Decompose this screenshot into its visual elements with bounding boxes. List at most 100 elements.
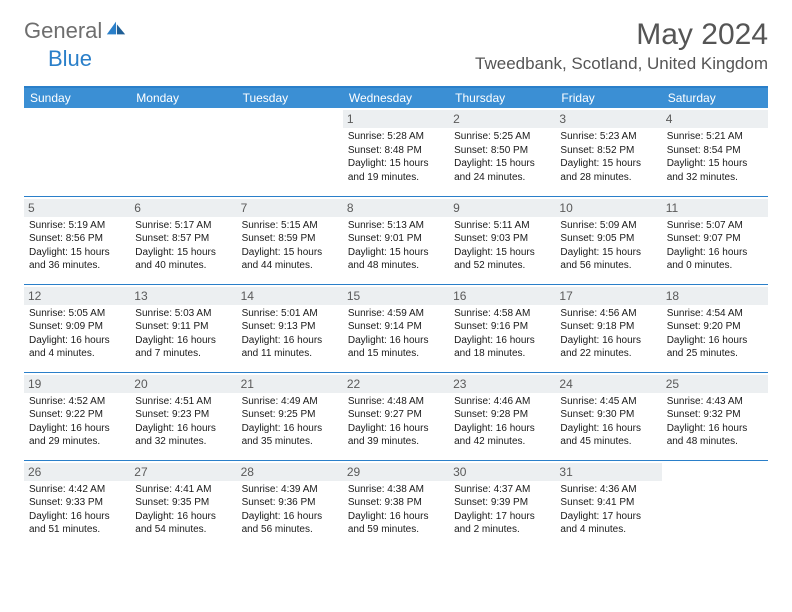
day-number: 7: [237, 199, 343, 217]
calendar-cell: 24 Sunrise: 4:45 AMSunset: 9:30 PMDayligh…: [555, 372, 661, 460]
calendar-cell: 14Sunrise: 5:01 AMSunset: 9:13 PMDayligh…: [237, 284, 343, 372]
calendar-body: 1Sunrise: 5:28 AMSunset: 8:48 PMDaylight…: [24, 108, 768, 548]
day-number: 12: [24, 287, 130, 305]
day-number: 19: [24, 375, 130, 393]
day-number: 26: [24, 463, 130, 481]
logo-text-2: Blue: [48, 46, 92, 71]
day-details: Sunrise: 4:52 AMSunset: 9:22 PMDaylight:…: [29, 395, 125, 449]
day-number: 11: [662, 199, 768, 217]
day-number: 24: [555, 375, 661, 393]
calendar-cell: [662, 460, 768, 548]
day-number: 14: [237, 287, 343, 305]
weekday-header: Monday: [130, 87, 236, 108]
logo-text-1: General: [24, 18, 102, 44]
calendar-cell: 27 Sunrise: 4:41 AMSunset: 9:35 PMDayligh…: [130, 460, 236, 548]
calendar-cell: 1Sunrise: 5:28 AMSunset: 8:48 PMDaylight…: [343, 108, 449, 196]
logo: General: [24, 18, 129, 44]
calendar-cell: 7 Sunrise: 5:15 AMSunset: 8:59 PMDaylight…: [237, 196, 343, 284]
day-details: Sunrise: 4:48 AMSunset: 9:27 PMDaylight:…: [348, 395, 444, 449]
weekday-header: Thursday: [449, 87, 555, 108]
calendar-row: 12 Sunrise: 5:05 AMSunset: 9:09 PMDayligh…: [24, 284, 768, 372]
day-number: 29: [343, 463, 449, 481]
day-details: Sunrise: 5:17 AMSunset: 8:57 PMDaylight:…: [135, 219, 231, 273]
calendar-cell: 21 Sunrise: 4:49 AMSunset: 9:25 PMDayligh…: [237, 372, 343, 460]
day-number: 10: [555, 199, 661, 217]
day-number: 30: [449, 463, 555, 481]
day-number: 31: [555, 463, 661, 481]
calendar-cell: 28 Sunrise: 4:39 AMSunset: 9:36 PMDayligh…: [237, 460, 343, 548]
day-number: 25: [662, 375, 768, 393]
calendar-cell: [24, 108, 130, 196]
day-details: Sunrise: 4:56 AMSunset: 9:18 PMDaylight:…: [560, 307, 656, 361]
day-details: Sunrise: 5:09 AMSunset: 9:05 PMDaylight:…: [560, 219, 656, 273]
day-details: Sunrise: 4:46 AMSunset: 9:28 PMDaylight:…: [454, 395, 550, 449]
calendar-cell: 4Sunrise: 5:21 AMSunset: 8:54 PMDaylight…: [662, 108, 768, 196]
calendar-cell: 3Sunrise: 5:23 AMSunset: 8:52 PMDaylight…: [555, 108, 661, 196]
calendar-cell: 17 Sunrise: 4:56 AMSunset: 9:18 PMDayligh…: [555, 284, 661, 372]
weekday-header: Saturday: [662, 87, 768, 108]
day-details: Sunrise: 5:21 AMSunset: 8:54 PMDaylight:…: [667, 130, 763, 184]
day-number: 17: [555, 287, 661, 305]
day-details: Sunrise: 4:36 AMSunset: 9:41 PMDaylight:…: [560, 483, 656, 537]
day-details: Sunrise: 4:59 AMSunset: 9:14 PMDaylight:…: [348, 307, 444, 361]
weekday-header: Friday: [555, 87, 661, 108]
day-number: 22: [343, 375, 449, 393]
day-number: 6: [130, 199, 236, 217]
calendar-cell: 5 Sunrise: 5:19 AMSunset: 8:56 PMDaylight…: [24, 196, 130, 284]
day-number: 9: [449, 199, 555, 217]
calendar-cell: 16 Sunrise: 4:58 AMSunset: 9:16 PMDayligh…: [449, 284, 555, 372]
calendar-cell: 31 Sunrise: 4:36 AMSunset: 9:41 PMDayligh…: [555, 460, 661, 548]
day-details: Sunrise: 4:41 AMSunset: 9:35 PMDaylight:…: [135, 483, 231, 537]
calendar-cell: 13Sunrise: 5:03 AMSunset: 9:11 PMDayligh…: [130, 284, 236, 372]
day-details: Sunrise: 4:38 AMSunset: 9:38 PMDaylight:…: [348, 483, 444, 537]
calendar-cell: 23Sunrise: 4:46 AMSunset: 9:28 PMDayligh…: [449, 372, 555, 460]
calendar-cell: 22 Sunrise: 4:48 AMSunset: 9:27 PMDayligh…: [343, 372, 449, 460]
weekday-header: Tuesday: [237, 87, 343, 108]
calendar-cell: 30 Sunrise: 4:37 AMSunset: 9:39 PMDayligh…: [449, 460, 555, 548]
day-details: Sunrise: 5:23 AMSunset: 8:52 PMDaylight:…: [560, 130, 656, 184]
calendar-cell: 29 Sunrise: 4:38 AMSunset: 9:38 PMDayligh…: [343, 460, 449, 548]
day-number: 5: [24, 199, 130, 217]
calendar-cell: [237, 108, 343, 196]
day-number: 21: [237, 375, 343, 393]
calendar-row: 19 Sunrise: 4:52 AMSunset: 9:22 PMDayligh…: [24, 372, 768, 460]
calendar-row: 1Sunrise: 5:28 AMSunset: 8:48 PMDaylight…: [24, 108, 768, 196]
month-title: May 2024: [475, 18, 768, 52]
day-details: Sunrise: 5:19 AMSunset: 8:56 PMDaylight:…: [29, 219, 125, 273]
title-block: May 2024 Tweedbank, Scotland, United Kin…: [475, 18, 768, 74]
day-number: 27: [130, 463, 236, 481]
day-details: Sunrise: 4:43 AMSunset: 9:32 PMDaylight:…: [667, 395, 763, 449]
calendar-cell: 9 Sunrise: 5:11 AMSunset: 9:03 PMDaylight…: [449, 196, 555, 284]
day-number: 18: [662, 287, 768, 305]
calendar-table: Sunday Monday Tuesday Wednesday Thursday…: [24, 86, 768, 548]
day-number: 20: [130, 375, 236, 393]
location: Tweedbank, Scotland, United Kingdom: [475, 54, 768, 74]
weekday-header: Sunday: [24, 87, 130, 108]
day-details: Sunrise: 4:49 AMSunset: 9:25 PMDaylight:…: [242, 395, 338, 449]
sail-icon: [105, 19, 127, 37]
day-details: Sunrise: 5:05 AMSunset: 9:09 PMDaylight:…: [29, 307, 125, 361]
day-details: Sunrise: 4:54 AMSunset: 9:20 PMDaylight:…: [667, 307, 763, 361]
day-details: Sunrise: 4:39 AMSunset: 9:36 PMDaylight:…: [242, 483, 338, 537]
calendar-cell: 8 Sunrise: 5:13 AMSunset: 9:01 PMDaylight…: [343, 196, 449, 284]
day-details: Sunrise: 5:25 AMSunset: 8:50 PMDaylight:…: [454, 130, 550, 184]
calendar-cell: 25 Sunrise: 4:43 AMSunset: 9:32 PMDayligh…: [662, 372, 768, 460]
day-details: Sunrise: 4:58 AMSunset: 9:16 PMDaylight:…: [454, 307, 550, 361]
day-details: Sunrise: 4:37 AMSunset: 9:39 PMDaylight:…: [454, 483, 550, 537]
day-details: Sunrise: 5:13 AMSunset: 9:01 PMDaylight:…: [348, 219, 444, 273]
day-details: Sunrise: 5:03 AMSunset: 9:11 PMDaylight:…: [135, 307, 231, 361]
day-number: 16: [449, 287, 555, 305]
day-number: 28: [237, 463, 343, 481]
calendar-cell: 12 Sunrise: 5:05 AMSunset: 9:09 PMDayligh…: [24, 284, 130, 372]
calendar-row: 5 Sunrise: 5:19 AMSunset: 8:56 PMDaylight…: [24, 196, 768, 284]
day-number: 8: [343, 199, 449, 217]
day-number: 1: [343, 110, 449, 128]
day-details: Sunrise: 5:07 AMSunset: 9:07 PMDaylight:…: [667, 219, 763, 273]
day-details: Sunrise: 4:45 AMSunset: 9:30 PMDaylight:…: [560, 395, 656, 449]
calendar-cell: 18 Sunrise: 4:54 AMSunset: 9:20 PMDayligh…: [662, 284, 768, 372]
day-details: Sunrise: 5:11 AMSunset: 9:03 PMDaylight:…: [454, 219, 550, 273]
day-details: Sunrise: 4:51 AMSunset: 9:23 PMDaylight:…: [135, 395, 231, 449]
calendar-cell: 11 Sunrise: 5:07 AMSunset: 9:07 PMDayligh…: [662, 196, 768, 284]
calendar-cell: 15Sunrise: 4:59 AMSunset: 9:14 PMDayligh…: [343, 284, 449, 372]
day-details: Sunrise: 5:15 AMSunset: 8:59 PMDaylight:…: [242, 219, 338, 273]
